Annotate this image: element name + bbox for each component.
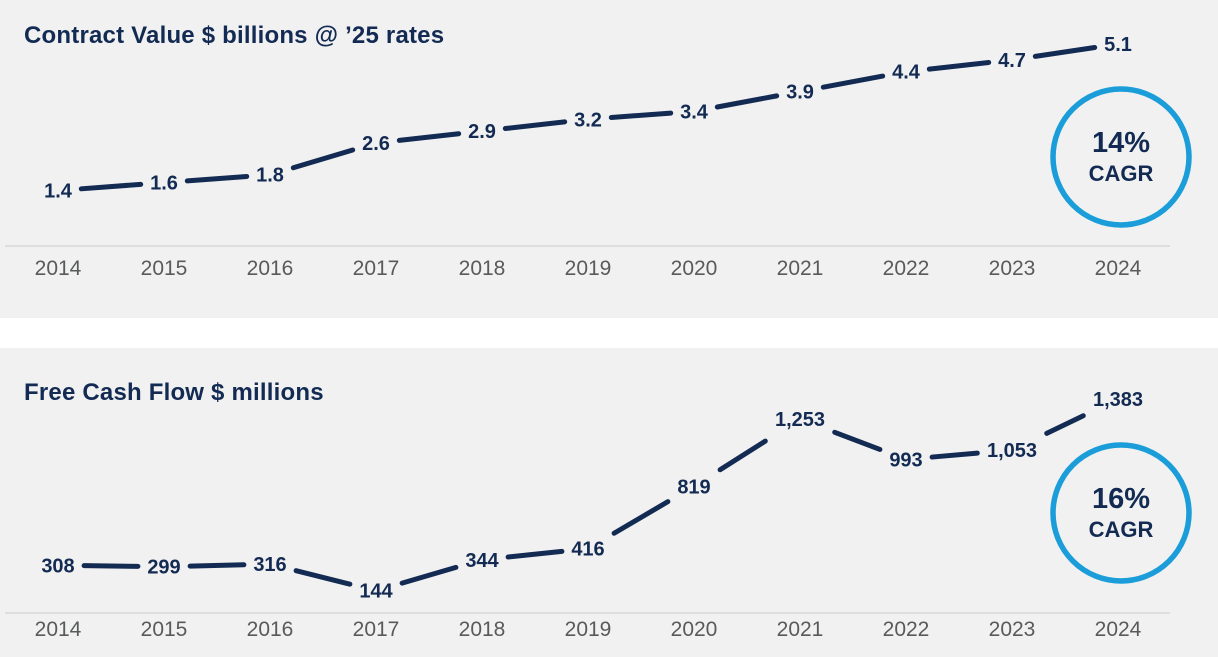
trend-line-segment <box>81 563 141 569</box>
data-point-label: 1.4 <box>44 181 73 203</box>
trend-line-segment <box>293 568 353 587</box>
data-point-label: 2.6 <box>362 133 390 155</box>
trend-line-segment <box>505 548 565 560</box>
cagr-value-label: 14% <box>1092 127 1150 159</box>
x-axis-tick-label: 2016 <box>247 618 294 641</box>
x-axis-tick-label: 2023 <box>989 257 1036 280</box>
trend-line-segment <box>502 119 568 132</box>
x-axis-tick-label: 2016 <box>247 257 294 280</box>
data-point-label: 993 <box>889 449 922 471</box>
x-axis-tick-label: 2022 <box>883 618 930 641</box>
data-point-label: 1,253 <box>775 409 825 431</box>
trend-line-segment <box>399 564 459 586</box>
data-point-label: 416 <box>571 539 604 561</box>
data-point-label: 308 <box>41 555 74 577</box>
contract-value-line-chart: 1.4 1.6 1.8 2.6 2.9 3.2 3.4 3.9 4.4 4.7 5.1 2014 201… <box>5 34 1192 280</box>
data-point-label: 299 <box>147 557 180 579</box>
x-axis-tick-label: 2019 <box>565 618 612 641</box>
x-axis-tick-label: 2024 <box>1095 257 1142 280</box>
trend-line-segment <box>78 181 144 192</box>
x-axis-tick-label: 2017 <box>353 257 400 280</box>
trend-line-segment <box>926 59 992 72</box>
trend-line-segment <box>717 438 768 473</box>
cagr-caption-label: CAGR <box>1089 161 1154 186</box>
x-axis-tick-label: 2021 <box>777 618 824 641</box>
trend-line-segment <box>187 562 247 569</box>
free-cash-flow-line-chart: 308 299 316 144 344 416 819 1,253 993 1,053 1,383 2… <box>5 389 1192 641</box>
trend-line-segment <box>929 450 980 460</box>
data-point-label: 4.4 <box>892 62 921 84</box>
cagr-badge-circle <box>1050 86 1192 228</box>
data-point-label: 3.9 <box>786 82 814 104</box>
trend-line-segment <box>714 93 780 110</box>
trend-line-segment <box>1032 44 1098 59</box>
data-point-label: 344 <box>465 550 499 572</box>
trend-line-segment <box>290 147 356 171</box>
trend-line-segment <box>611 499 671 536</box>
trend-line-segment <box>396 131 462 143</box>
trend-line-segment <box>1044 413 1086 436</box>
data-point-label: 1.8 <box>256 165 284 187</box>
x-axis-tick-label: 2020 <box>671 257 718 280</box>
contract-value-chart-title: Contract Value $ billions @ ’25 rates <box>24 22 445 49</box>
data-point-label: 4.7 <box>998 50 1026 72</box>
data-point-label: 1,053 <box>987 440 1037 462</box>
x-axis-tick-label: 2024 <box>1095 618 1142 641</box>
x-axis-tick-label: 2021 <box>777 257 824 280</box>
trend-line-segment <box>184 173 250 184</box>
data-point-label: 5.1 <box>1104 34 1132 56</box>
x-axis-tick-label: 2018 <box>459 257 506 280</box>
x-axis-tick-label: 2014 <box>35 257 82 280</box>
data-point-label: 316 <box>253 554 286 576</box>
data-point-label: 1,383 <box>1093 389 1143 411</box>
data-point-label: 819 <box>677 476 710 498</box>
trend-line-segment <box>608 110 674 121</box>
x-axis-tick-label: 2015 <box>141 618 188 641</box>
x-axis-tick-label: 2022 <box>883 257 930 280</box>
x-axis-tick-label: 2017 <box>353 618 400 641</box>
x-axis-tick-label: 2018 <box>459 618 506 641</box>
trend-line-segment <box>820 73 886 90</box>
data-point-label: 3.4 <box>680 101 709 123</box>
contract-value-chart-panel: Contract Value $ billions @ ’25 rates 1.… <box>0 0 1218 318</box>
x-axis-tick-label: 2019 <box>565 257 612 280</box>
cagr-value-label: 16% <box>1092 483 1150 515</box>
x-axis-tick-label: 2023 <box>989 618 1036 641</box>
cagr-caption-label: CAGR <box>1089 517 1154 542</box>
x-axis-tick-label: 2014 <box>35 618 82 641</box>
free-cash-flow-chart-panel: Free Cash Flow $ millions 308 299 316 144 34… <box>0 348 1218 657</box>
data-point-label: 1.6 <box>150 173 178 195</box>
data-point-label: 3.2 <box>574 109 602 131</box>
x-axis-tick-label: 2020 <box>671 618 718 641</box>
x-axis-tick-label: 2015 <box>141 257 188 280</box>
data-point-label: 2.9 <box>468 121 496 143</box>
free-cash-flow-chart-title: Free Cash Flow $ millions <box>24 379 324 406</box>
trend-line-segment <box>832 429 883 452</box>
data-point-label: 144 <box>359 581 393 603</box>
cagr-badge-circle <box>1050 442 1192 584</box>
